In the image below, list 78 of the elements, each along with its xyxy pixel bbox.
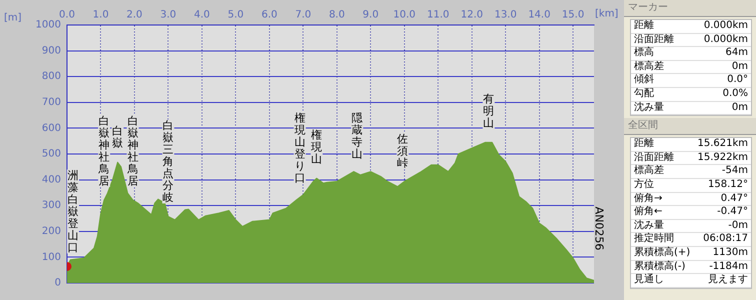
y-tick-label: 700 [42, 96, 61, 108]
annotation: 洲藻白嶽登山口 [68, 168, 78, 254]
y-axis-title: [m] [4, 12, 22, 24]
x-tick-label: 1.0 [92, 10, 109, 21]
text: 傾斜 [634, 74, 654, 87]
annotation: 有明山 [483, 92, 494, 130]
text: -0m [728, 220, 748, 232]
text: 勾配 [634, 88, 654, 101]
text: 標高差 [634, 60, 664, 74]
text: 15.621km [697, 138, 748, 151]
annotation: 白嶽三角点分岐 [162, 118, 174, 204]
text: 64m [726, 47, 748, 60]
annotation: 白嶽神社鳥居 [98, 114, 110, 188]
text: 見通し [634, 274, 664, 287]
y-tick-label: 200 [42, 226, 61, 237]
x-tick-label: 3.0 [160, 10, 176, 21]
x-tick-label: 6.0 [261, 10, 278, 21]
text: 累積標高(-) [634, 260, 686, 274]
text: 俯角← [634, 206, 662, 219]
y-tick-label: 900 [42, 45, 61, 56]
text: 沈み量 [634, 220, 664, 232]
x-axis-title: [km] [595, 8, 618, 20]
text: 0.47° [720, 192, 748, 206]
text: マーカー [624, 0, 756, 17]
x-tick-label: 4.0 [194, 10, 210, 21]
text: 1130m [712, 246, 748, 260]
text: 方位 [634, 178, 654, 192]
x-tick-label: 2.0 [126, 10, 142, 21]
y-tick-label: 0 [54, 278, 61, 289]
text: 沈み量 [634, 102, 664, 114]
x-tick-label: 15.0 [562, 10, 584, 21]
x-tick-label: 0.0 [59, 10, 75, 21]
text: 158.12° [708, 178, 748, 192]
x-tick-label: 12.0 [460, 10, 483, 21]
annotation: AN0256 [592, 206, 606, 250]
text: 全区間 [624, 118, 756, 136]
x-tick-label: 11.0 [426, 10, 450, 21]
text: -1184m [709, 260, 748, 274]
text: 標高差 [634, 165, 664, 178]
y-tick-label: 600 [42, 122, 61, 134]
text: 見えます [708, 274, 748, 287]
text: 0m [732, 102, 748, 114]
y-tick-label: 400 [42, 174, 61, 186]
text: 標高 [634, 47, 654, 60]
y-tick-label: 300 [42, 200, 61, 212]
text: 0.0° [727, 74, 748, 87]
y-tick-label: 100 [42, 252, 61, 263]
text: 距離 [634, 138, 654, 151]
text: -54m [722, 165, 748, 178]
y-tick-label: 800 [42, 71, 61, 82]
text: 15.922km [697, 152, 748, 164]
text: 0.0% [722, 88, 748, 101]
text: 推定時間 [634, 233, 674, 246]
annotation: 佐須峠 [397, 132, 408, 170]
x-tick-label: 10.0 [393, 10, 416, 21]
text: 06:08:17 [703, 233, 748, 246]
text: 距離 [634, 20, 654, 33]
y-tick-label: 500 [42, 148, 61, 160]
annotation: 白嶽神社鳥居 [126, 114, 138, 188]
text: 累積標高(+) [634, 246, 690, 260]
y-tick-label: 1000 [36, 20, 61, 31]
text: 0.000km [704, 20, 748, 33]
x-tick-label: 8.0 [328, 10, 345, 21]
x-tick-label: 13.0 [494, 10, 517, 21]
text: 沿面距離 [634, 152, 674, 164]
text: 沿面距離 [634, 34, 674, 46]
text: 0.000km [704, 34, 748, 46]
x-tick-label: 9.0 [362, 10, 379, 21]
x-tick-label: 7.0 [295, 10, 312, 21]
annotation: 権現山 [311, 128, 322, 166]
text: 俯角→ [634, 192, 662, 206]
x-tick-label: 14.0 [528, 10, 550, 21]
text: 0m [732, 60, 748, 74]
annotation: 白嶽 [112, 124, 124, 150]
x-tick-label: 5.0 [228, 10, 244, 21]
annotation: 権現山登り口 [294, 112, 306, 185]
text: -0.47° [717, 206, 748, 219]
annotation: 隠蔵寺山 [352, 112, 363, 161]
